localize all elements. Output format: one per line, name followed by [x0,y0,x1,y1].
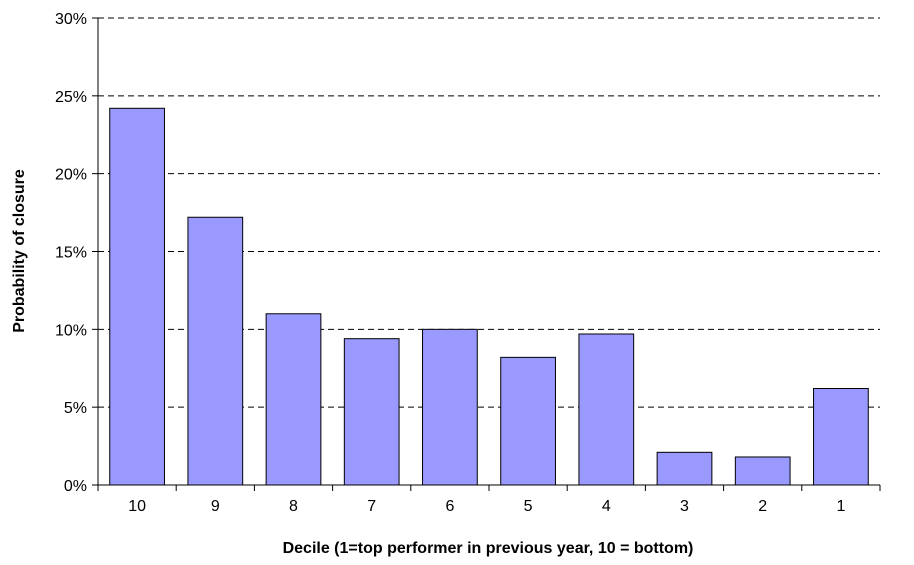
x-tick-label: 9 [211,498,220,515]
bar-9 [187,216,244,486]
x-tick-label: 4 [602,498,611,515]
axes [92,17,881,491]
x-tick-label: 10 [128,498,146,515]
x-tick-label: 2 [758,498,767,515]
bar-8 [265,313,322,486]
x-tick-label: 7 [367,498,376,515]
y-tick-label: 20% [55,167,87,184]
y-tick-label: 10% [55,322,87,339]
y-tick-label: 0% [64,478,87,495]
x-tick-label: 6 [445,498,454,515]
x-axis-title: Decile (1=top performer in previous year… [283,540,694,557]
y-axis-title: Probability of closure [11,169,28,333]
bar-5 [500,356,556,486]
y-tick-labels: 0% 5% 10% 15% 20% 25% 30% [55,11,87,495]
y-tick-label: 15% [55,245,87,262]
bar-2 [734,456,791,486]
x-tick-label: 3 [680,498,689,515]
bar-10 [109,107,165,486]
x-tick-label: 5 [524,498,533,515]
y-tick-label: 5% [64,400,87,417]
y-tick-label: 25% [55,89,87,106]
y-tick-label: 30% [55,11,87,28]
x-tick-labels: 10 9 8 7 6 5 4 3 2 1 [128,498,845,515]
bars [109,107,869,486]
bar-3 [656,451,713,486]
x-tick-label: 1 [836,498,845,515]
bar-4 [578,333,635,486]
bar-6 [422,328,478,486]
bar-7 [343,338,400,486]
x-tick-label: 8 [289,498,298,515]
bar-1 [813,387,869,486]
